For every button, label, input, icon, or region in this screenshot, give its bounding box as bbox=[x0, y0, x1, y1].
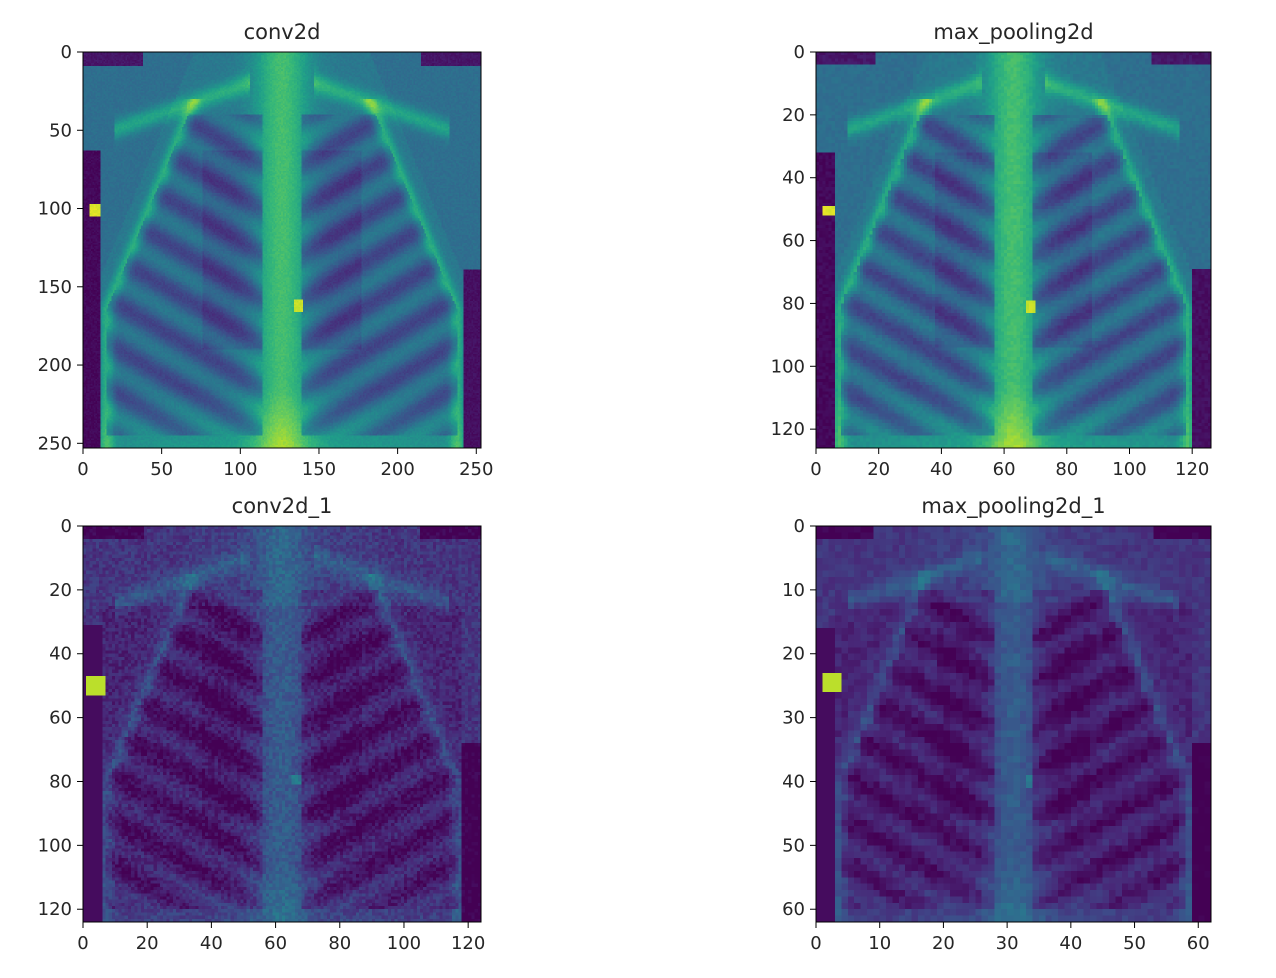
x-tick-label: 100 bbox=[1112, 459, 1146, 480]
y-tick-label: 20 bbox=[782, 644, 805, 665]
y-tick-label: 200 bbox=[38, 355, 72, 376]
y-tick-label: 20 bbox=[49, 580, 72, 601]
x-tick-label: 10 bbox=[868, 933, 891, 954]
y-tick-label: 0 bbox=[61, 42, 72, 63]
x-tick-label: 250 bbox=[459, 459, 493, 480]
x-tick-label: 100 bbox=[387, 933, 421, 954]
y-tick-label: 100 bbox=[38, 199, 72, 220]
feature-map-image bbox=[816, 526, 1211, 922]
feature-map-image bbox=[816, 52, 1211, 448]
x-tick-label: 30 bbox=[996, 933, 1019, 954]
y-tick-label: 150 bbox=[38, 277, 72, 298]
subplot-4: max_pooling2d_10 10 20 30 40 50 60010203040506… bbox=[782, 494, 1212, 954]
y-tick-label: 0 bbox=[794, 42, 805, 63]
x-tick-label: 0 bbox=[810, 459, 821, 480]
x-tick-label: 120 bbox=[451, 933, 485, 954]
y-tick-label: 60 bbox=[49, 708, 72, 729]
axes-frame bbox=[82, 51, 482, 449]
y-tick-label: 80 bbox=[49, 771, 72, 792]
y-tick-label: 50 bbox=[49, 120, 72, 141]
x-tick-label: 40 bbox=[200, 933, 223, 954]
y-tick-label: 120 bbox=[771, 419, 805, 440]
x-tick-label: 60 bbox=[1187, 933, 1210, 954]
y-tick-label: 120 bbox=[38, 899, 72, 920]
y-tick-label: 0 bbox=[794, 516, 805, 537]
y-tick-label: 60 bbox=[782, 899, 805, 920]
x-tick-label: 50 bbox=[150, 459, 173, 480]
x-tick-label: 60 bbox=[993, 459, 1016, 480]
y-tick-label: 40 bbox=[49, 644, 72, 665]
y-tick-label: 20 bbox=[782, 105, 805, 126]
x-tick-label: 200 bbox=[380, 459, 414, 480]
feature-map-image bbox=[83, 52, 481, 448]
y-tick-label: 50 bbox=[782, 835, 805, 856]
axes-frame bbox=[815, 51, 1212, 449]
subplot-title: max_pooling2d_1 bbox=[921, 494, 1105, 519]
x-tick-label: 60 bbox=[264, 933, 287, 954]
y-tick-label: 30 bbox=[782, 708, 805, 729]
y-tick-label: 80 bbox=[782, 293, 805, 314]
y-tick-label: 250 bbox=[38, 433, 72, 454]
x-tick-label: 40 bbox=[930, 459, 953, 480]
y-tick-label: 100 bbox=[771, 356, 805, 377]
x-tick-label: 100 bbox=[223, 459, 257, 480]
x-tick-label: 150 bbox=[302, 459, 336, 480]
subplot-title: max_pooling2d bbox=[933, 20, 1093, 45]
x-tick-label: 40 bbox=[1059, 933, 1082, 954]
x-tick-label: 120 bbox=[1175, 459, 1209, 480]
y-tick-label: 40 bbox=[782, 168, 805, 189]
axes-frame bbox=[82, 525, 482, 923]
x-tick-label: 80 bbox=[328, 933, 351, 954]
x-tick-label: 20 bbox=[867, 459, 890, 480]
y-tick-label: 10 bbox=[782, 580, 805, 601]
feature-map-image bbox=[83, 526, 481, 922]
y-tick-label: 0 bbox=[61, 516, 72, 537]
axes-frame bbox=[815, 525, 1212, 923]
x-tick-label: 50 bbox=[1123, 933, 1146, 954]
y-tick-label: 60 bbox=[782, 231, 805, 252]
x-tick-label: 0 bbox=[810, 933, 821, 954]
x-tick-label: 20 bbox=[932, 933, 955, 954]
subplot-title: conv2d_1 bbox=[232, 494, 333, 519]
x-tick-label: 0 bbox=[77, 459, 88, 480]
y-tick-label: 40 bbox=[782, 771, 805, 792]
y-tick-label: 100 bbox=[38, 835, 72, 856]
x-tick-label: 80 bbox=[1055, 459, 1078, 480]
x-tick-label: 20 bbox=[136, 933, 159, 954]
x-tick-label: 0 bbox=[77, 933, 88, 954]
subplot-title: conv2d bbox=[244, 20, 321, 44]
